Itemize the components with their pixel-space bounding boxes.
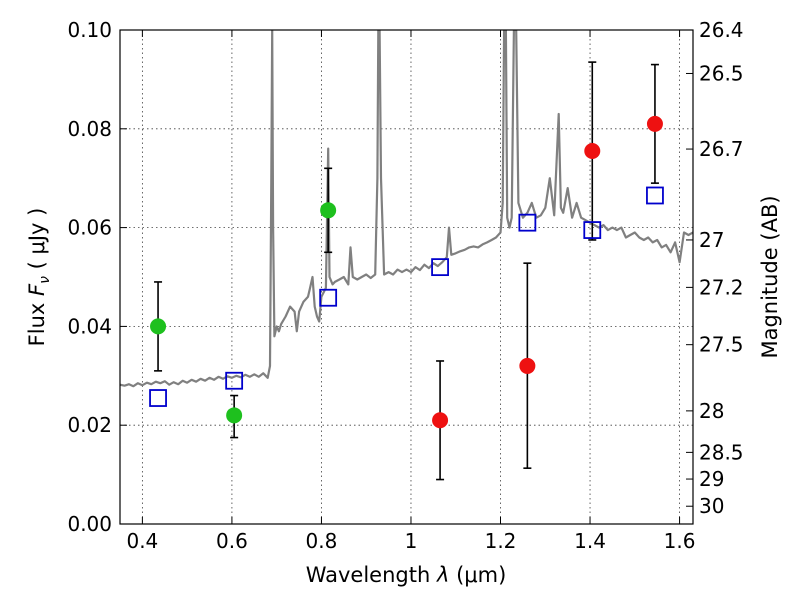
x-axis-label: Wavelength λ (μm) — [306, 563, 507, 587]
x-tick-label: 0.8 — [306, 529, 338, 553]
y-tick-label: 0.10 — [67, 18, 112, 42]
y-axis-label-subscript: ν — [37, 276, 53, 284]
red-data-point — [519, 357, 536, 374]
x-tick-label: 0.4 — [126, 529, 158, 553]
x-axis-label-unit: (μm) — [449, 563, 506, 587]
green-data-point — [320, 202, 337, 219]
y2-tick-label: 27 — [699, 228, 724, 252]
y2-tick-label: 26.5 — [699, 61, 744, 85]
model-square-point — [225, 371, 244, 390]
grid-lines — [120, 29, 693, 525]
x-axis-label-variable: λ — [436, 563, 449, 587]
red-data-point — [646, 115, 663, 132]
plot-area — [120, 30, 693, 481]
green-data-point — [150, 318, 167, 335]
red-data-point — [584, 143, 601, 160]
green-data-point — [226, 407, 243, 424]
x-tick-label: 1.6 — [664, 529, 696, 553]
y-axis-label-unit: ( μJy ) — [25, 208, 49, 276]
y-tick-label: 0.04 — [67, 314, 112, 338]
x-tick-label: 1.4 — [574, 529, 606, 553]
axis-ticks: 0.4 0.6 0.8 1 1.2 1.4 1.6 0.00 0.02 0.04 0.06 0.08 0… — [67, 18, 743, 553]
x-axis-label-text: Wavelength — [306, 563, 437, 587]
y2-tick-label: 26.7 — [699, 137, 744, 161]
y2-tick-label: 30 — [699, 494, 724, 518]
plot-frame — [119, 29, 694, 525]
y2-tick-label: 27.5 — [699, 333, 744, 357]
spectrum-line — [120, 30, 693, 388]
y-tick-label: 0.08 — [67, 117, 112, 141]
model-square-point — [149, 389, 167, 407]
y-tick-label: 0.06 — [67, 216, 112, 240]
x-tick-label: 0.6 — [216, 529, 248, 553]
x-tick-label: 1 — [405, 529, 418, 553]
y2-tick-label: 26.4 — [699, 18, 744, 42]
y2-tick-label: 29 — [699, 467, 724, 491]
y-tick-label: 0.00 — [67, 512, 112, 536]
y-axis-label: Flux Fν ( μJy ) — [25, 208, 53, 347]
red-data-point — [432, 412, 449, 429]
model-square-point — [646, 186, 664, 205]
y2-tick-label: 27.2 — [699, 275, 744, 299]
y-axis-label-text: Flux — [25, 296, 49, 346]
model-square-point — [319, 288, 338, 307]
model-square-point — [431, 258, 449, 277]
y-axis-label-variable: F — [25, 283, 49, 296]
y-tick-label: 0.02 — [67, 413, 112, 437]
model-square-point — [583, 221, 602, 239]
y2-tick-label: 28 — [699, 399, 724, 423]
y2-axis-label: Magnitude (AB) — [758, 195, 782, 358]
y2-tick-label: 28.5 — [699, 440, 744, 464]
model-square-point — [518, 213, 537, 232]
x-tick-label: 1.2 — [485, 529, 517, 553]
